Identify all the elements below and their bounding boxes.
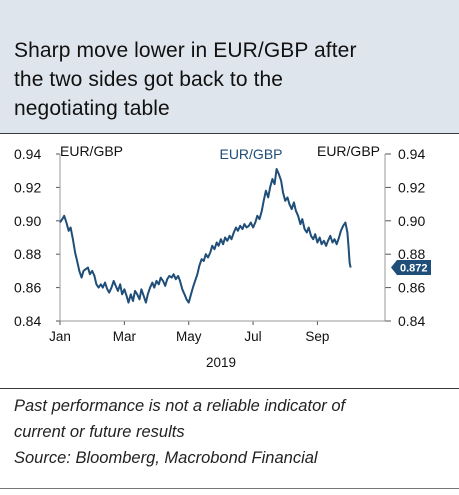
x-tick-label: Jul bbox=[244, 329, 261, 344]
chart-title: Sharp move lower in EUR/GBP after the tw… bbox=[14, 36, 444, 123]
x-tick-label: May bbox=[176, 329, 202, 344]
right-y-tick-label: 0.86 bbox=[398, 280, 425, 296]
end-divider bbox=[0, 488, 459, 489]
title-panel: Sharp move lower in EUR/GBP after the tw… bbox=[0, 0, 459, 133]
series-line-eur-gbp bbox=[59, 168, 352, 304]
left-y-tick-label: 0.86 bbox=[14, 280, 41, 296]
right-y-tick-label: 0.94 bbox=[398, 146, 425, 162]
footer: Past performance is not a reliable indic… bbox=[14, 393, 454, 471]
right-axis-label: EUR/GBP bbox=[317, 143, 380, 159]
title-line-3: negotiating table bbox=[14, 97, 170, 120]
x-tick-label: Jan bbox=[49, 329, 71, 344]
x-axis-title: 2019 bbox=[206, 355, 236, 370]
right-y-axis: 0.84 0.86 0.88 0.90 0.92 0.94 bbox=[385, 146, 425, 329]
title-line-2: the two sides got back to the bbox=[14, 68, 284, 91]
last-value-tag-box bbox=[391, 260, 431, 276]
left-y-tick-label: 0.94 bbox=[14, 146, 41, 162]
left-y-tick-label: 0.90 bbox=[14, 213, 41, 229]
x-axis: Jan Mar May Jul Sep bbox=[49, 321, 329, 344]
right-y-tick-label: 0.88 bbox=[398, 246, 425, 262]
disclaimer-line-1: Past performance is not a reliable indic… bbox=[14, 397, 346, 415]
left-axis-label: EUR/GBP bbox=[60, 143, 123, 159]
disclaimer-line-2: current or future results bbox=[14, 423, 185, 441]
x-tick-label: Mar bbox=[113, 329, 137, 344]
left-y-tick-label: 0.84 bbox=[14, 313, 41, 329]
top-divider bbox=[0, 133, 459, 135]
series-label: EUR/GBP bbox=[219, 146, 282, 162]
line-chart: 0.84 0.86 0.88 0.90 0.92 0.94 0.84 0.86 0.88 0.9… bbox=[14, 143, 431, 370]
right-y-tick-label: 0.92 bbox=[398, 179, 425, 195]
right-y-tick-label: 0.90 bbox=[398, 213, 425, 229]
left-y-tick-label: 0.92 bbox=[14, 179, 41, 195]
x-tick-label: Sep bbox=[305, 329, 329, 344]
left-y-tick-label: 0.88 bbox=[14, 246, 41, 262]
last-value-label: 0.872 bbox=[400, 263, 428, 275]
title-line-1: Sharp move lower in EUR/GBP after bbox=[14, 39, 357, 62]
last-value-tag: 0.872 bbox=[391, 260, 431, 276]
left-y-axis: 0.84 0.86 0.88 0.90 0.92 0.94 bbox=[14, 146, 60, 329]
bottom-divider bbox=[0, 388, 459, 390]
source-note: Source: Bloomberg, Macrobond Financial bbox=[14, 449, 318, 467]
right-y-tick-label: 0.84 bbox=[398, 313, 425, 329]
